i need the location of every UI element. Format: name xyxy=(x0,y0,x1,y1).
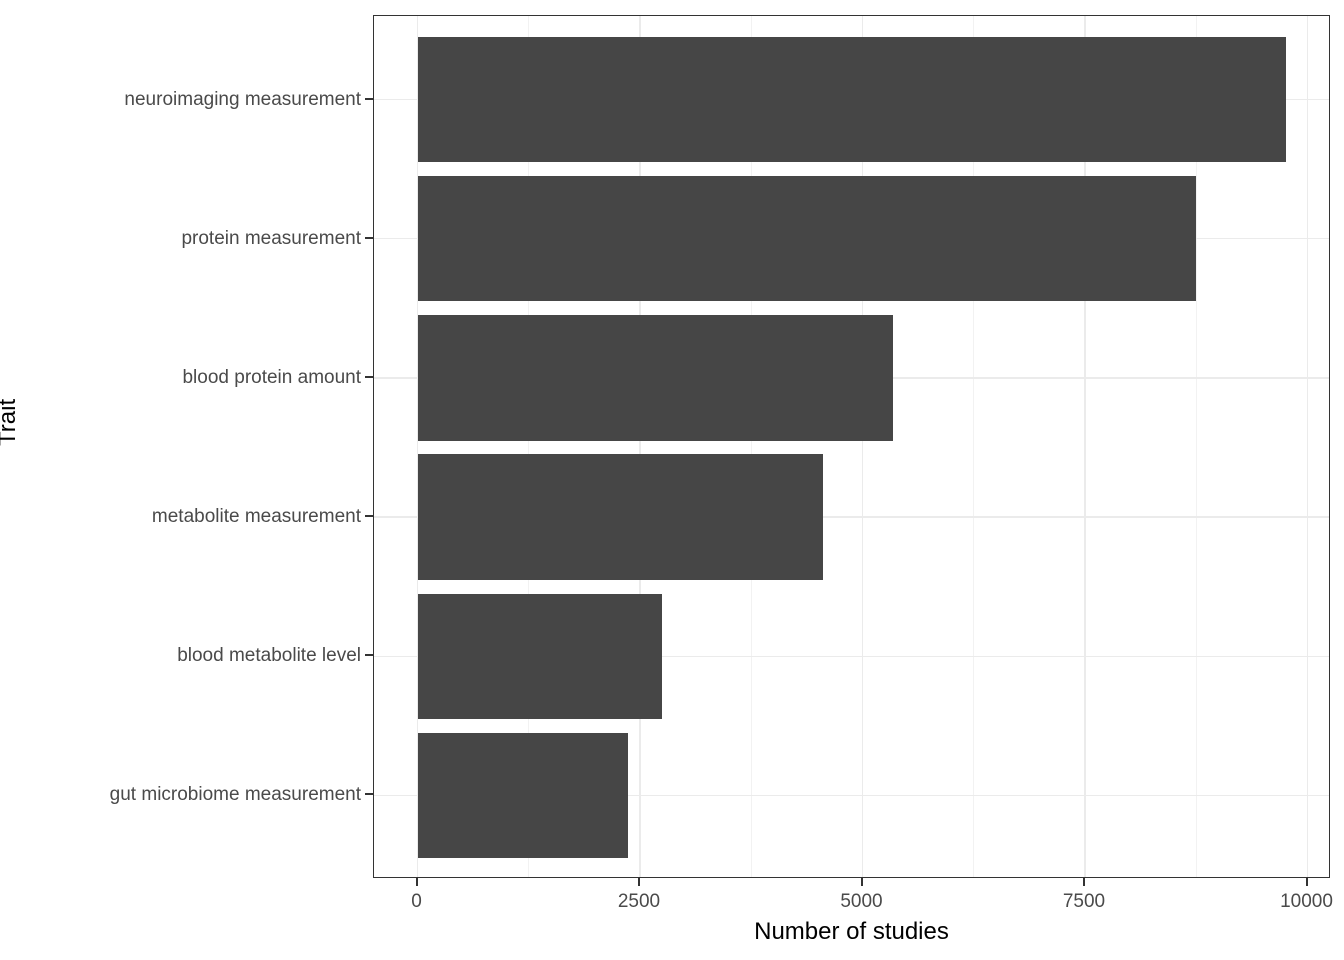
grid-major-line xyxy=(861,16,864,877)
grid-major-line xyxy=(639,16,641,877)
y-tick xyxy=(365,97,373,100)
y-tick xyxy=(365,375,373,378)
bar xyxy=(417,176,1197,302)
x-tick xyxy=(638,878,640,886)
x-tick xyxy=(415,878,418,886)
bar xyxy=(417,36,1287,163)
y-tick-label: metabolite measurement xyxy=(151,506,361,528)
y-tick-label: blood protein amount xyxy=(182,366,361,388)
x-axis-title: Number of studies xyxy=(754,918,949,945)
y-tick-label: gut microbiome measurement xyxy=(109,784,361,806)
grid-major-line xyxy=(1306,16,1309,877)
grid-minor-line xyxy=(528,16,530,877)
y-tick xyxy=(365,654,373,657)
x-tick-label: 7500 xyxy=(1062,891,1106,912)
x-tick xyxy=(860,878,863,886)
x-tick-label: 10000 xyxy=(1280,891,1333,912)
grid-major-line xyxy=(374,655,1329,657)
plot-panel xyxy=(373,15,1330,878)
y-tick-label: neuroimaging measurement xyxy=(124,88,361,110)
y-axis-title: Trait xyxy=(0,398,21,446)
x-tick-label: 2500 xyxy=(617,891,661,912)
x-tick xyxy=(1305,878,1308,886)
bar xyxy=(417,732,628,859)
bar xyxy=(417,315,893,441)
y-tick xyxy=(365,515,373,518)
bar xyxy=(417,593,663,719)
x-tick-label: 5000 xyxy=(840,891,883,912)
y-tick xyxy=(365,236,373,239)
bar xyxy=(417,454,824,580)
y-tick xyxy=(365,793,373,796)
grid-major-line xyxy=(416,16,419,877)
x-tick xyxy=(1083,878,1085,886)
grid-minor-line xyxy=(750,16,752,877)
x-tick-label: 0 xyxy=(411,891,422,912)
grid-major-line xyxy=(374,794,1329,797)
grid-minor-line xyxy=(973,16,975,877)
y-tick-label: blood metabolite level xyxy=(177,645,361,667)
grid-minor-line xyxy=(1195,16,1197,877)
y-tick-label: protein measurement xyxy=(181,227,361,249)
grid-major-line xyxy=(374,516,1329,518)
grid-major-line xyxy=(1084,16,1086,877)
